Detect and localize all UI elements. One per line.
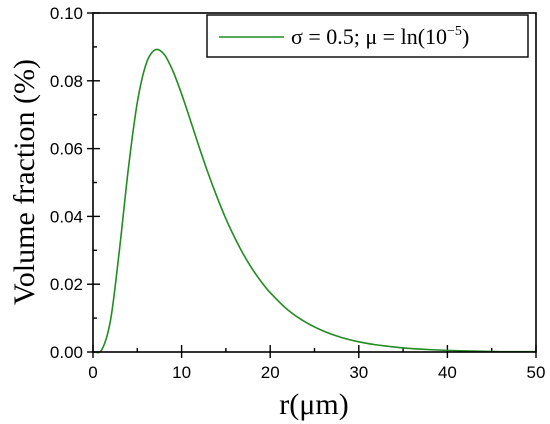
series-line — [92, 48, 537, 354]
legend-box — [206, 14, 529, 58]
y-tick-label: 0.06 — [50, 140, 83, 159]
plot-frame — [92, 12, 537, 353]
legend-label-suffix: ) — [462, 24, 469, 49]
legend-superscript: −5 — [447, 24, 462, 39]
y-tick-label: 0.04 — [50, 207, 83, 226]
y-tick-label: 0.00 — [50, 343, 83, 362]
y-axis-title: Volume fraction (%) — [8, 59, 41, 305]
y-tick-label: 0.02 — [50, 275, 83, 294]
x-tick-label: 20 — [261, 363, 280, 382]
legend-label: σ = 0.5; μ = ln(10−5) — [291, 24, 469, 49]
x-tick-label: 40 — [438, 363, 457, 382]
legend: σ = 0.5; μ = ln(10−5) — [206, 14, 529, 58]
x-axis-title: r(μm) — [279, 388, 348, 421]
y-tick-label: 0.10 — [50, 4, 83, 23]
x-tick-label: 0 — [88, 363, 97, 382]
x-tick-label: 30 — [349, 363, 368, 382]
ticks-layer: 0 10 20 30 40 50 0.00 0.02 0.04 0.06 0.08 0.10 — [50, 4, 546, 382]
x-tick-label: 50 — [527, 363, 546, 382]
y-tick-label: 0.08 — [50, 72, 83, 91]
x-tick-label: 10 — [172, 363, 191, 382]
